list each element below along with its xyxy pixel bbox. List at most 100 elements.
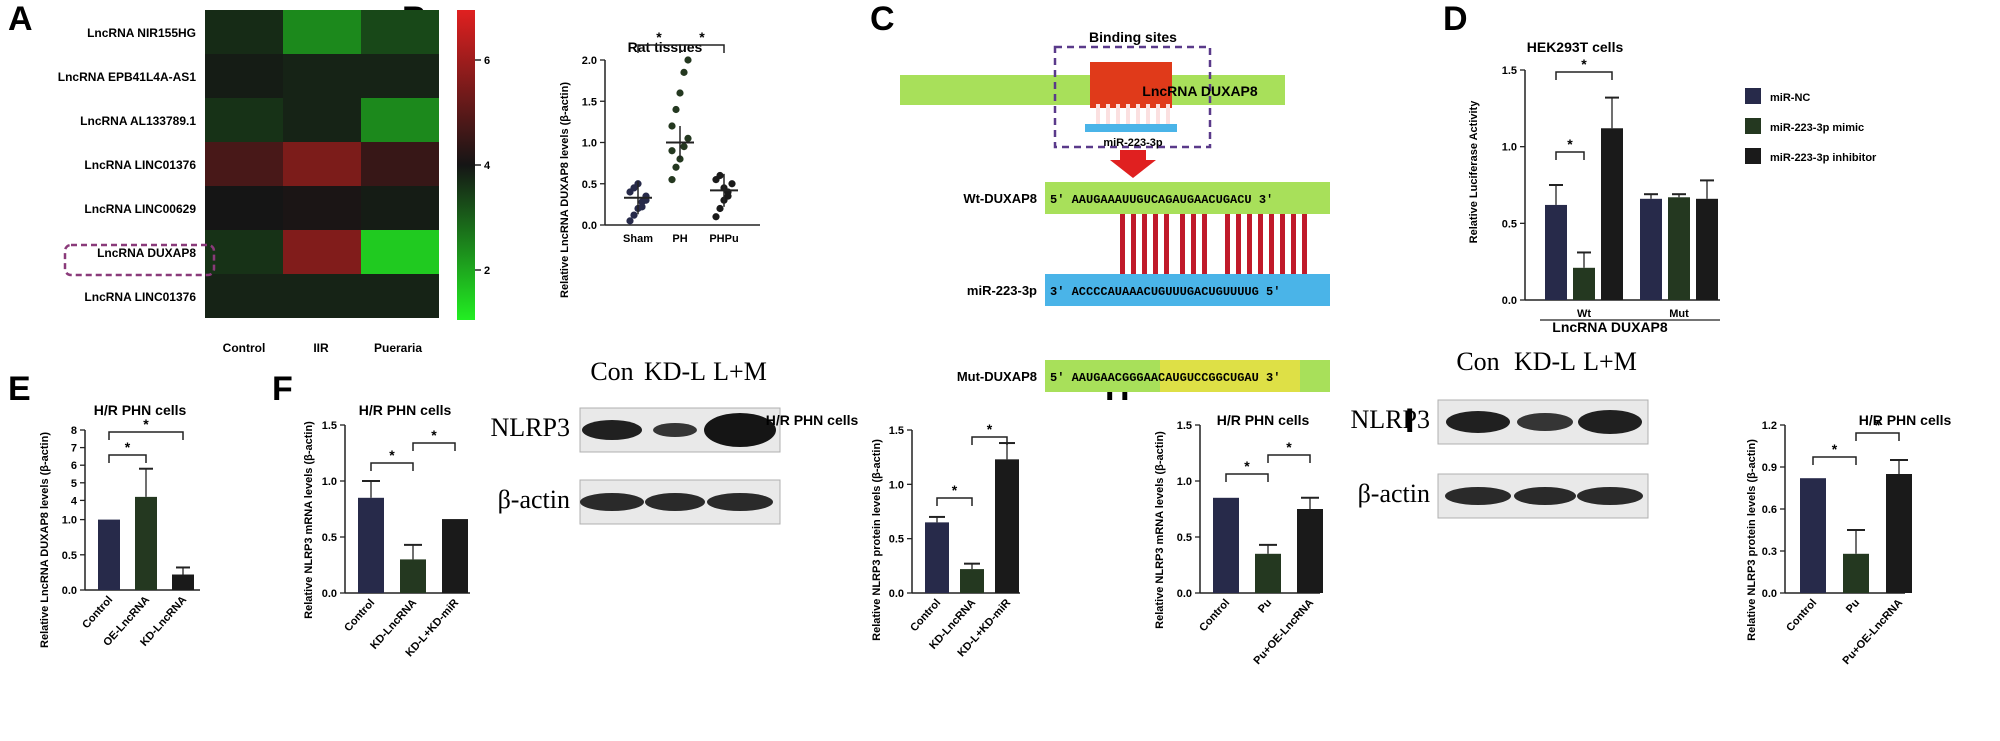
panel-g-sig-2 xyxy=(971,436,1008,445)
panel-f-sig-1 xyxy=(370,462,414,471)
panel-b-x-label: PH xyxy=(672,233,687,245)
panel-b-dotplot: Rat tissues Relative LncRNA DUXAP8 level… xyxy=(559,29,760,298)
legend-label-mimic: miR-223-3p mimic xyxy=(1770,122,1864,134)
panel-e-ylabel: Relative LncRNA DUXAP8 levels (β-actin) xyxy=(39,432,51,648)
panel-letter-e: E xyxy=(8,370,31,408)
heatmap-cell xyxy=(283,274,361,318)
panel-e-y-tick-label: 1.0 xyxy=(62,515,77,527)
panel-b-point xyxy=(626,217,634,225)
base-pair-line xyxy=(1180,214,1185,274)
duxap8-highlight-box xyxy=(63,243,216,277)
panel-d-x-label: Wt xyxy=(1577,308,1591,320)
panel-i-sig-1-star: * xyxy=(1832,441,1838,457)
panel-d-bar xyxy=(1573,267,1595,300)
panel-h-y-tick-label: 1.5 xyxy=(1177,420,1192,432)
panel-i-blot-band xyxy=(1577,487,1643,505)
panel-b-point xyxy=(638,203,646,211)
panel-e-barchart: H/R PHN cells Relative LncRNA DUXAP8 lev… xyxy=(39,402,200,649)
mir-small-label: miR-223-3p xyxy=(1103,137,1163,149)
binding-dashed-box xyxy=(1053,45,1212,149)
panel-i-bar xyxy=(1843,553,1869,593)
heatmap-cell xyxy=(205,10,283,54)
panel-f-x-label: Control xyxy=(342,597,377,634)
panel-f-barchart: H/R PHN cells Relative NLRP3 mRNA levels… xyxy=(303,402,470,659)
mir-small-bar xyxy=(1085,124,1177,132)
wt-sequence: 5' AAUGAAAUUGUCAGAUGAACUGACU 3' xyxy=(1050,193,1273,207)
base-pair-line xyxy=(1302,214,1307,274)
panel-e-y-tick-label: 6 xyxy=(71,460,77,472)
panel-letter-i: I xyxy=(1405,402,1414,440)
panel-d-sig-1 xyxy=(1555,71,1613,80)
panel-c-diagram: Binding sites miR-223-3p LncRNA DUXAP8 W… xyxy=(900,29,1330,392)
panel-letter-f: F xyxy=(272,370,293,408)
heatmap-row-label: LncRNA DUXAP8 xyxy=(97,246,196,260)
panel-g-blot-band xyxy=(582,420,642,440)
panel-b-point xyxy=(676,89,684,97)
panel-e-sig-2 xyxy=(108,431,184,440)
panel-i-sig-2-star: * xyxy=(1875,417,1881,433)
panel-g-ylabel: Relative NLRP3 protein levels (β-actin) xyxy=(871,439,883,641)
panel-e-y-tick-label: 0.5 xyxy=(62,550,77,562)
heatmap-cell xyxy=(283,142,361,186)
panel-i-blot-and-bars: Con KD-L L+M NLRP3 β-actin H/R PHN cells Rel… xyxy=(1351,347,1952,667)
panel-letter-c: C xyxy=(870,0,895,38)
heatmap-row-label: LncRNA LINC00629 xyxy=(84,202,196,216)
panel-b-x-label: Sham xyxy=(623,233,653,245)
panel-h-y-tick-label: 1.0 xyxy=(1177,476,1192,488)
panel-g-bar xyxy=(995,459,1019,593)
panel-f-y-tick-label: 0.5 xyxy=(322,532,337,544)
panel-b-point xyxy=(668,122,676,130)
panel-f-y-tick-label: 0.0 xyxy=(322,588,337,600)
wt-label: Wt-DUXAP8 xyxy=(963,191,1037,206)
panel-e-sig-1 xyxy=(108,454,147,463)
heatmap-cell xyxy=(361,10,439,54)
mut-sequence: 5' AAUGAACGGGAACAUGUCCGGCUGAU 3' xyxy=(1050,371,1280,385)
panel-b-y-tick-label: 2.0 xyxy=(582,55,597,67)
binding-pair-tick xyxy=(1146,104,1150,124)
panel-f-sig-2-star: * xyxy=(431,427,437,443)
panel-h-ylabel: Relative NLRP3 mRNA levels (β-actin) xyxy=(1154,431,1166,629)
legend-swatch-nc xyxy=(1745,88,1761,104)
panel-b-point xyxy=(680,143,688,151)
heatmap-col-label-iir: IIR xyxy=(313,341,329,355)
panel-i-x-label: Control xyxy=(1784,597,1819,634)
heatmap-cells xyxy=(205,10,439,318)
panel-d-bar xyxy=(1668,197,1690,300)
mut-label: Mut-DUXAP8 xyxy=(957,369,1037,384)
panel-i-lane-label: Con xyxy=(1456,347,1499,376)
panel-f-sig-1-star: * xyxy=(389,447,395,463)
panel-i-ylabel: Relative NLRP3 protein levels (β-actin) xyxy=(1746,439,1758,641)
heatmap-cell xyxy=(205,274,283,318)
panel-h-sig-2 xyxy=(1267,454,1311,463)
panel-d-y-tick-label: 0.0 xyxy=(1502,295,1517,307)
panel-g-bar xyxy=(925,522,949,593)
panel-b-point xyxy=(724,192,732,200)
base-pair-lines xyxy=(1120,214,1307,274)
panel-e-y-tick-label: 5 xyxy=(71,478,77,490)
panel-g-sig-1-star: * xyxy=(952,482,958,498)
mir-sequence-bar xyxy=(1045,274,1330,306)
heatmap-cell xyxy=(361,186,439,230)
panel-g-plot: 0.00.51.01.5ControlKD-LncRNAKD-L+KD-miR*… xyxy=(889,421,1020,659)
panel-d-ylabel: Relative Luciferase Activity xyxy=(1468,100,1480,244)
heatmap-cell xyxy=(361,54,439,98)
panel-d-y-tick-label: 1.5 xyxy=(1502,65,1517,77)
panel-b-points xyxy=(624,56,738,225)
heatmap-row-label: LncRNA AL133789.1 xyxy=(80,114,196,128)
panel-b-sig-2 xyxy=(679,44,725,53)
panel-h-title: H/R PHN cells xyxy=(1217,412,1310,428)
heatmap-cell xyxy=(205,186,283,230)
panel-e-bar xyxy=(172,574,194,590)
panel-b-point xyxy=(716,171,724,180)
heatmap-cell xyxy=(283,230,361,274)
panel-d-y-tick-label: 1.0 xyxy=(1502,142,1517,154)
panel-f-title: H/R PHN cells xyxy=(359,402,452,418)
panel-b-point xyxy=(684,56,692,64)
panel-f-sig-2 xyxy=(412,442,456,451)
base-pair-line xyxy=(1164,214,1169,274)
binding-site-pairs xyxy=(1096,104,1170,124)
panel-i-blot-band xyxy=(1517,413,1573,431)
heatmap-col-label-control: Control xyxy=(223,341,266,355)
panel-i-y-tick-label: 0.3 xyxy=(1762,546,1777,558)
